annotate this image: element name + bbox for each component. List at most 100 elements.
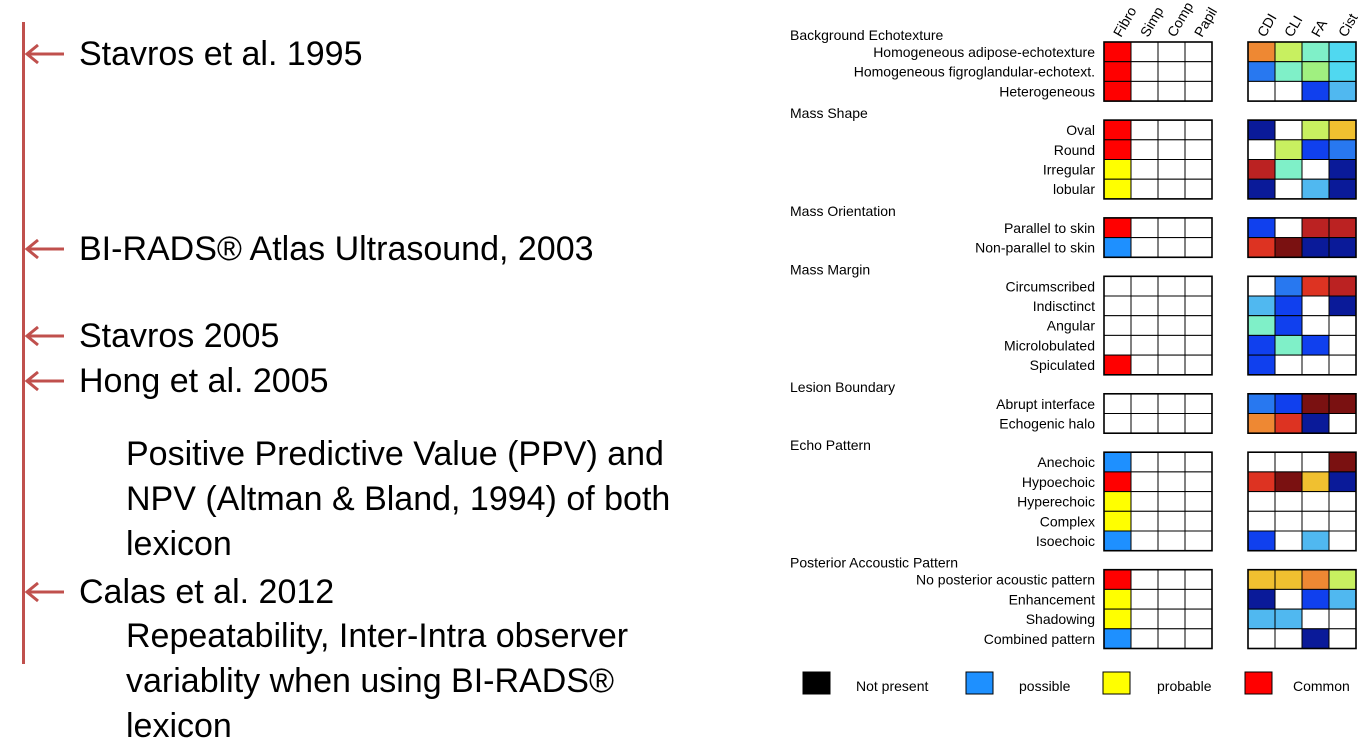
left-arrow-icon — [24, 370, 64, 392]
matrix-cell — [1103, 413, 1132, 434]
matrix-cell — [1130, 217, 1159, 239]
block-border — [1103, 41, 1213, 102]
timeline-note-line: Repeatability, Inter-Intra observer — [126, 617, 629, 655]
column-header: FA — [1308, 16, 1331, 39]
row-label: Parallel to skin — [1004, 220, 1095, 236]
matrix-cell — [1103, 608, 1132, 630]
matrix-cell — [1157, 510, 1186, 532]
timeline-entry-label: Hong et al. 2005 — [79, 362, 329, 400]
matrix-cell — [1103, 530, 1132, 552]
matrix-cell — [1274, 413, 1303, 434]
matrix-cell — [1184, 471, 1213, 493]
timeline-note-line: variablity when using BI-RADS® — [126, 662, 615, 700]
matrix-cell — [1184, 275, 1213, 297]
matrix-cell — [1184, 139, 1213, 161]
matrix-cell — [1247, 491, 1276, 512]
matrix-cell — [1130, 41, 1159, 63]
matrix-cell — [1247, 61, 1276, 82]
block-border — [1247, 41, 1357, 102]
matrix-cell — [1301, 275, 1330, 297]
matrix-cell — [1130, 471, 1159, 493]
row-label: Shadowing — [1026, 611, 1095, 627]
matrix-cell — [1247, 628, 1276, 649]
matrix-cell — [1184, 393, 1213, 414]
legend-swatch — [965, 671, 994, 695]
matrix-cell — [1328, 275, 1357, 297]
matrix-cell — [1247, 471, 1276, 493]
column-header: Cist — [1335, 11, 1360, 40]
matrix-cell — [1328, 315, 1357, 336]
matrix-cell — [1301, 451, 1330, 473]
matrix-cell — [1301, 295, 1330, 317]
matrix-cell — [1301, 119, 1330, 141]
matrix-cell — [1274, 334, 1303, 356]
matrix-cell — [1157, 139, 1186, 161]
matrix-cell — [1184, 315, 1213, 336]
matrix-cell — [1247, 530, 1276, 552]
matrix-cell — [1274, 237, 1303, 258]
matrix-cell — [1247, 608, 1276, 630]
group-title: Lesion Boundary — [790, 379, 895, 395]
matrix-cell — [1247, 451, 1276, 473]
matrix-cell — [1301, 217, 1330, 239]
matrix-cell — [1157, 451, 1186, 473]
matrix-cell — [1184, 159, 1213, 180]
matrix-cell — [1274, 139, 1303, 161]
matrix-cell — [1301, 530, 1330, 552]
matrix-cell — [1328, 413, 1357, 434]
timeline-note-line: lexicon — [126, 525, 232, 563]
row-label: Enhancement — [1009, 591, 1096, 607]
matrix-cell — [1328, 393, 1357, 414]
matrix-cell — [1130, 588, 1159, 610]
row-label: Spiculated — [1030, 357, 1095, 373]
timeline-note-line: Positive Predictive Value (PPV) and — [126, 435, 664, 473]
row-label: Round — [1054, 142, 1095, 158]
matrix-cell — [1274, 471, 1303, 493]
matrix-cell — [1130, 80, 1159, 102]
timeline-note-line: NPV (Altman & Bland, 1994) of both — [126, 480, 671, 518]
matrix-cell — [1247, 393, 1276, 414]
matrix-cell — [1328, 471, 1357, 493]
matrix-cell — [1157, 393, 1186, 414]
block-border — [1247, 119, 1357, 200]
matrix-cell — [1247, 119, 1276, 141]
matrix-cell — [1184, 608, 1213, 630]
row-label: Homogeneous figroglandular-echotext. — [854, 64, 1095, 80]
matrix-cell — [1274, 451, 1303, 473]
left-arrow-icon — [24, 238, 64, 260]
timeline-note: Repeatability, Inter-Intra observer varia… — [126, 614, 628, 749]
matrix-cell — [1301, 510, 1330, 532]
matrix-cell — [1274, 159, 1303, 180]
row-label: Hypoechoic — [1022, 474, 1095, 490]
legend-swatch — [1102, 671, 1131, 695]
timeline-entry-label: BI-RADS® Atlas Ultrasound, 2003 — [79, 230, 594, 268]
matrix-cell — [1274, 80, 1303, 102]
matrix-cell — [1301, 471, 1330, 493]
matrix-cell — [1274, 608, 1303, 630]
legend-label: possible — [1019, 678, 1071, 694]
matrix-cell — [1328, 354, 1357, 376]
matrix-cell — [1130, 628, 1159, 649]
matrix-cell — [1247, 315, 1276, 336]
row-label: Abrupt interface — [996, 396, 1095, 412]
row-label: Non-parallel to skin — [975, 240, 1095, 256]
block-border — [1103, 451, 1213, 552]
matrix-cell — [1184, 588, 1213, 610]
matrix-cell — [1157, 588, 1186, 610]
matrix-cell — [1103, 315, 1132, 336]
matrix-cell — [1103, 569, 1132, 590]
matrix-cell — [1301, 80, 1330, 102]
matrix-cell — [1103, 588, 1132, 610]
matrix-cell — [1103, 491, 1132, 512]
matrix-cell — [1157, 413, 1186, 434]
block-border — [1103, 392, 1213, 434]
matrix-cell — [1301, 491, 1330, 512]
timeline-entry-label: Stavros et al. 1995 — [79, 35, 363, 73]
matrix-cell — [1157, 334, 1186, 356]
matrix-cell — [1130, 530, 1159, 552]
matrix-cell — [1130, 510, 1159, 532]
matrix-cell — [1301, 178, 1330, 200]
left-arrow-icon — [24, 325, 64, 347]
matrix-cell — [1184, 80, 1213, 102]
matrix-cell — [1157, 628, 1186, 649]
